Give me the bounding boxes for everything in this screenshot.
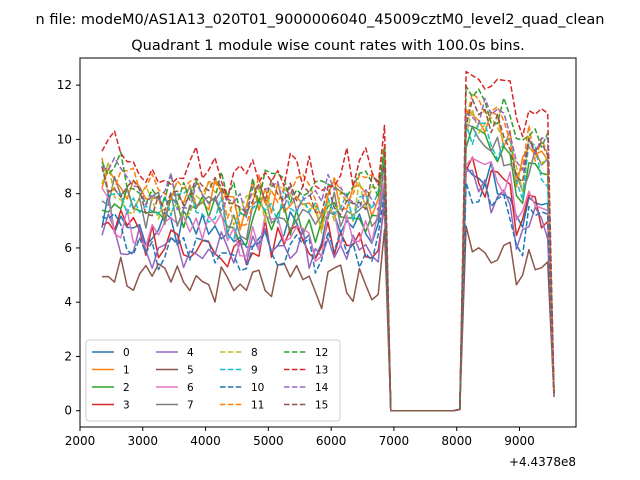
x-tick-label: 2000 [65,434,96,448]
x-axis: 2000 3000 4000 5000 6000 7000 8000 9000 [65,427,535,448]
series-line-12 [101,85,555,412]
legend-label-12: 12 [315,347,328,359]
legend-label-13: 13 [315,365,328,377]
y-tick-label: 4 [64,295,72,309]
series-line-5 [101,225,555,412]
x-tick-label: 4000 [190,434,221,448]
legend-label-2: 2 [123,382,130,394]
chart-suptitle: n file: modeM0/AS1A13_020T01_9000006040_… [36,12,605,28]
legend-label-14: 14 [315,382,329,394]
x-tick-label: 9000 [504,434,535,448]
y-tick-label: 10 [57,132,72,146]
legend-label-7: 7 [187,400,194,412]
y-tick-label: 2 [64,349,72,363]
x-tick-label: 3000 [128,434,159,448]
legend-label-15: 15 [315,400,328,412]
plot-lines [101,70,555,412]
x-tick-label: 8000 [441,434,472,448]
series-line-4 [101,169,555,412]
legend-label-9: 9 [251,365,258,377]
series-line-13 [101,70,555,412]
legend-label-4: 4 [187,347,194,359]
legend-label-8: 8 [251,347,258,359]
series-line-15 [101,98,555,412]
x-tick-label: 5000 [253,434,284,448]
y-tick-label: 6 [64,241,72,255]
x-tick-label: 6000 [316,434,347,448]
y-tick-label: 8 [64,187,72,201]
plot-frame [79,57,577,428]
legend-box [85,339,341,422]
chart-title: Quadrant 1 module wise count rates with … [131,38,525,54]
x-tick-label: 7000 [379,434,410,448]
legend-label-11: 11 [251,400,264,412]
y-tick-label: 0 [64,404,72,418]
y-tick-label: 12 [57,78,72,92]
legend-label-10: 10 [251,382,264,394]
series-line-9 [101,122,555,412]
series-line-14 [101,97,555,412]
x-offset-label: +4.4378e8 [509,455,576,469]
series-line-7 [101,123,555,412]
legend-label-6: 6 [187,382,194,394]
legend-label-3: 3 [123,400,130,412]
legend-label-5: 5 [187,365,194,377]
legend-label-1: 1 [123,365,130,377]
y-axis: 0 2 4 6 8 10 12 [57,78,80,418]
series-line-3 [101,156,555,412]
series-line-10 [101,181,555,412]
legend-label-0: 0 [123,347,130,359]
